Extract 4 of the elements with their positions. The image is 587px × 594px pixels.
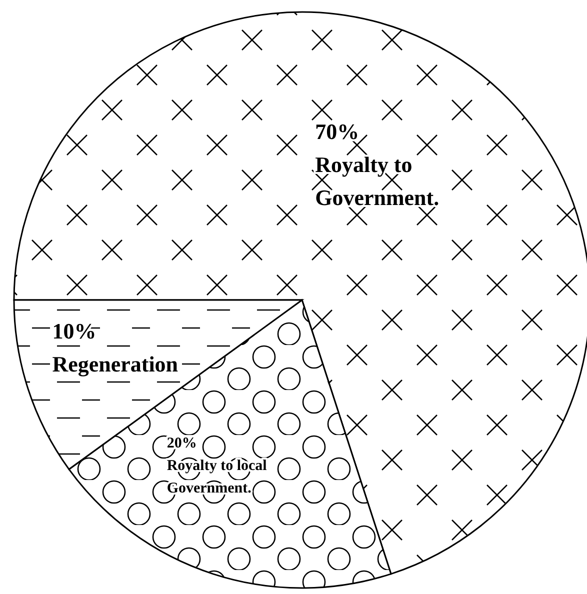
slice-label: Regeneration bbox=[52, 352, 178, 377]
data-label: 10% bbox=[52, 318, 96, 344]
data-label: 70% bbox=[315, 118, 360, 144]
slice-label: Royalty to Government. bbox=[315, 152, 440, 210]
